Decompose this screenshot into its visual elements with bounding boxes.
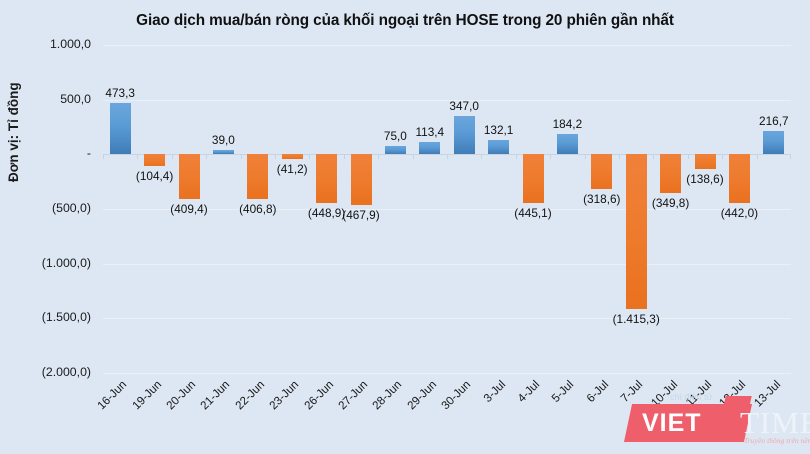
y-axis-tick-label: 500,0 bbox=[60, 91, 91, 106]
bar bbox=[419, 141, 441, 155]
x-axis-tickmark bbox=[481, 154, 483, 160]
bar-data-label: (448,9) bbox=[307, 206, 346, 221]
x-axis-tickmark bbox=[722, 154, 724, 160]
bar-data-label: (442,0) bbox=[720, 205, 759, 220]
bar bbox=[522, 154, 544, 203]
bar bbox=[281, 154, 303, 159]
bar-data-label: 216,7 bbox=[759, 113, 789, 128]
bar-data-label: (406,8) bbox=[239, 201, 277, 216]
bar bbox=[247, 154, 269, 199]
y-axis-title: Đơn vị: Tỉ đồng bbox=[6, 82, 21, 182]
gridline bbox=[103, 373, 791, 374]
x-axis-tickmark bbox=[653, 154, 655, 160]
plot-area bbox=[103, 45, 791, 374]
bar bbox=[109, 102, 131, 155]
bar-data-label: 347,0 bbox=[449, 99, 479, 114]
gridline bbox=[103, 209, 791, 210]
bar bbox=[591, 154, 613, 190]
y-axis-tick-label: 1.000,0 bbox=[49, 37, 91, 51]
bar-data-label: (318,6) bbox=[583, 192, 621, 207]
bar-data-label: (1.415,3) bbox=[612, 312, 660, 327]
bar bbox=[453, 116, 475, 155]
x-axis-tickmark bbox=[619, 154, 620, 160]
y-axis-tick-label: - bbox=[86, 146, 91, 161]
bar-data-label: (445,1) bbox=[514, 205, 552, 220]
bar bbox=[660, 154, 682, 193]
bar-data-label: 473,3 bbox=[105, 85, 135, 100]
x-axis-tickmark bbox=[378, 154, 380, 160]
watermark-brand-name: TIMES bbox=[740, 405, 810, 440]
x-axis-tickmark bbox=[275, 154, 276, 160]
bar bbox=[625, 154, 647, 310]
x-axis-tickmark bbox=[343, 154, 345, 160]
bar-data-label: (467,9) bbox=[342, 208, 380, 223]
gridline bbox=[103, 99, 791, 101]
bar-data-label: (138,6) bbox=[686, 172, 724, 187]
bar bbox=[556, 134, 578, 155]
x-axis-tickmark bbox=[171, 154, 173, 160]
x-axis-tickmark bbox=[687, 154, 689, 160]
watermark-tagline: Truyền thông trên nền tảng số bbox=[744, 436, 810, 445]
bar-data-label: (409,4) bbox=[170, 202, 208, 217]
watermark-brand-mark: VIET bbox=[642, 409, 702, 437]
bar bbox=[488, 139, 510, 155]
y-axis-tick-label: (500,0) bbox=[52, 201, 91, 215]
bar-data-label: (41,2) bbox=[276, 161, 308, 176]
bar bbox=[350, 154, 372, 206]
x-axis-tickmark bbox=[412, 154, 414, 160]
gridline bbox=[103, 45, 791, 46]
x-axis-tickmark bbox=[790, 154, 791, 160]
bar-data-label: 39,0 bbox=[211, 133, 235, 148]
bar-data-label: 184,2 bbox=[552, 117, 583, 132]
x-axis-tickmark bbox=[137, 154, 139, 160]
bar bbox=[178, 154, 200, 200]
bar bbox=[316, 154, 338, 204]
bar bbox=[694, 154, 716, 170]
x-axis-tickmark bbox=[240, 154, 242, 160]
bar bbox=[144, 154, 166, 166]
x-axis-tickmark bbox=[550, 154, 552, 160]
watermark-logo: chí điện tử VIET TIMES Truyền thông trên… bbox=[623, 392, 810, 454]
y-axis-tick-label: (1.500,0) bbox=[41, 310, 91, 325]
bar-data-label: 132,1 bbox=[483, 122, 514, 137]
bar-data-label: (104,4) bbox=[135, 168, 174, 183]
bar bbox=[728, 154, 750, 203]
bar-data-label: (349,8) bbox=[651, 195, 690, 210]
x-axis-tickmark bbox=[515, 154, 517, 160]
bar bbox=[763, 130, 785, 155]
bar bbox=[384, 146, 406, 155]
x-axis-tickmark bbox=[206, 154, 208, 160]
x-axis-tickmark bbox=[756, 154, 758, 160]
gridline bbox=[103, 263, 791, 265]
bar-data-label: 113,4 bbox=[415, 124, 445, 139]
y-axis-tick-label: (1.000,0) bbox=[41, 255, 91, 270]
y-axis-tick-label: (2.000,0) bbox=[41, 365, 91, 379]
x-axis-tickmark bbox=[103, 154, 104, 160]
gridline bbox=[103, 318, 791, 320]
chart-title: Giao dịch mua/bán ròng của khối ngoại tr… bbox=[136, 12, 674, 29]
x-axis-tickmark bbox=[447, 154, 448, 160]
x-axis-tickmark bbox=[584, 154, 586, 160]
x-axis-tickmark bbox=[309, 154, 311, 160]
bar-data-label: 75,0 bbox=[383, 129, 407, 144]
bar bbox=[212, 150, 234, 155]
watermark-faint-text: chí điện tử bbox=[670, 392, 713, 402]
